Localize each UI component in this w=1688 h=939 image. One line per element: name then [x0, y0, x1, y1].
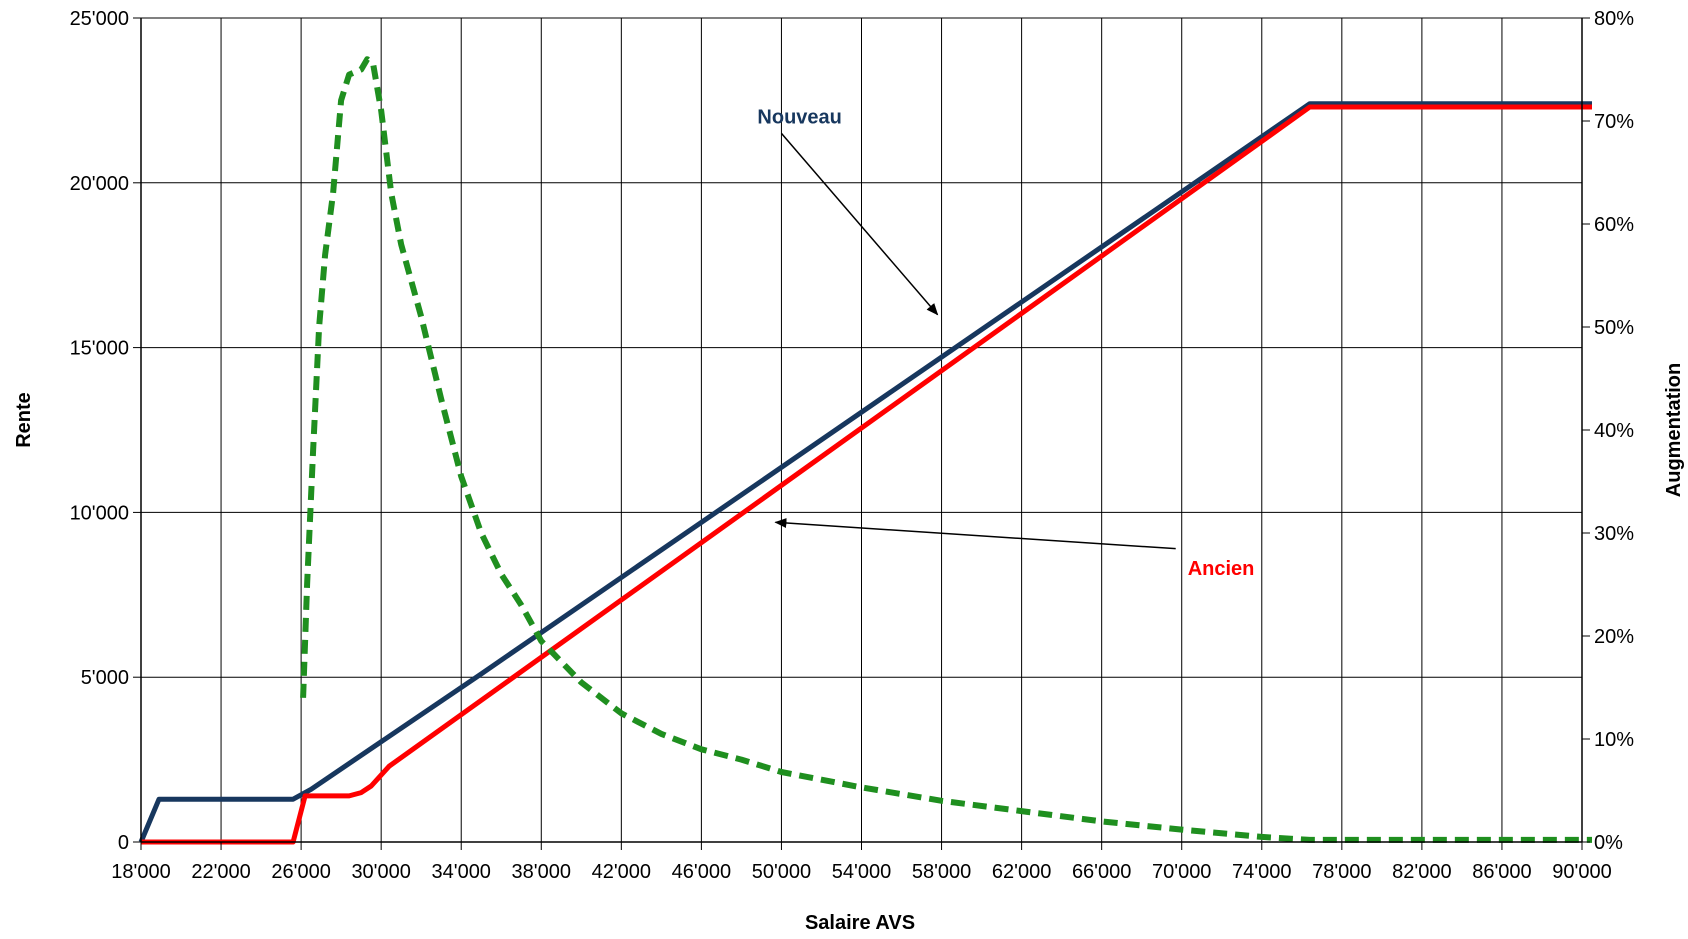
x-tick-label: 86'000	[1472, 861, 1531, 883]
y-tick-label: 20'000	[70, 173, 129, 195]
x-tick-label: 54'000	[832, 861, 891, 883]
series-line-nouveau	[138, 101, 1592, 843]
x-tick-label: 26'000	[271, 861, 330, 883]
annotation-label-nouveau: Nouveau	[757, 106, 841, 128]
x-tick-label: 18'000	[111, 861, 170, 883]
x-tick-label: 62'000	[992, 861, 1051, 883]
y-tick-label: 10'000	[70, 502, 129, 524]
x-tick-label: 90'000	[1552, 861, 1611, 883]
x-tick-label: 34'000	[432, 861, 491, 883]
y2-tick-label: 10%	[1594, 729, 1634, 751]
annotation-label-ancien: Ancien	[1188, 558, 1255, 580]
x-tick-label: 70'000	[1152, 861, 1211, 883]
y2-tick-label: 20%	[1594, 626, 1634, 648]
series-line-ancien	[141, 104, 1592, 845]
y2-tick-label: 80%	[1594, 8, 1634, 30]
series-line-augmentation	[300, 56, 1592, 843]
y-tick-label: 15'000	[70, 338, 129, 360]
annotation-arrow-nouveau	[780, 132, 939, 316]
y2-axis-title: Augmentation	[1663, 363, 1685, 497]
x-tick-label: 42'000	[592, 861, 651, 883]
x-tick-label: 82'000	[1392, 861, 1451, 883]
x-tick-label: 66'000	[1072, 861, 1131, 883]
y2-tick-label: 60%	[1594, 214, 1634, 236]
y-axis-title: Rente	[13, 392, 35, 448]
y2-tick-label: 70%	[1594, 111, 1634, 133]
x-tick-label: 22'000	[191, 861, 250, 883]
y2-tick-label: 40%	[1594, 420, 1634, 442]
y2-tick-label: 50%	[1594, 317, 1634, 339]
y-tick-label: 5'000	[81, 667, 129, 689]
x-tick-label: 78'000	[1312, 861, 1371, 883]
grid	[140, 17, 1583, 843]
y2-tick-label: 30%	[1594, 523, 1634, 545]
x-tick-label: 38'000	[512, 861, 571, 883]
annotations: Nouveau Ancien	[757, 106, 1254, 580]
x-tick-label: 74'000	[1232, 861, 1291, 883]
annotation-arrow-ancien	[774, 518, 1176, 550]
x-tick-label: 50'000	[752, 861, 811, 883]
x-tick-label: 58'000	[912, 861, 971, 883]
y-tick-label: 0	[118, 832, 129, 854]
axes: 18'000 22'000 26'000 30'000 34'000 38'000 42'0…	[70, 8, 1635, 883]
plot-series	[138, 56, 1592, 845]
y-tick-label: 25'000	[70, 8, 129, 30]
x-tick-label: 46'000	[672, 861, 731, 883]
x-axis-title: Salaire AVS	[805, 912, 915, 934]
y2-tick-label: 0%	[1594, 832, 1623, 854]
x-tick-label: 30'000	[351, 861, 410, 883]
